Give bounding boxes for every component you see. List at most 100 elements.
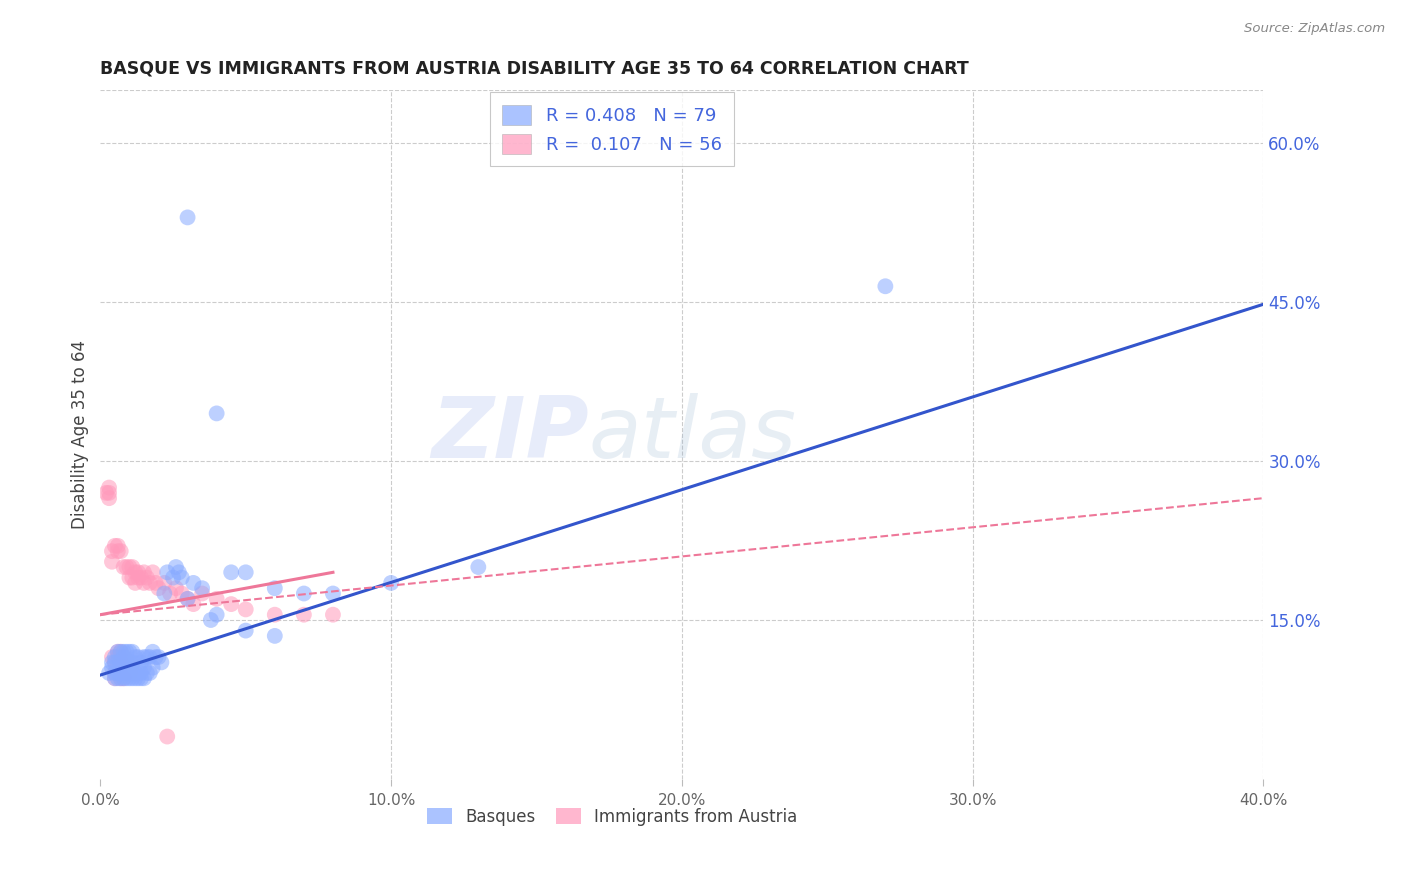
Point [101, 661, 124, 675]
Point [121, 571, 143, 585]
Point [118, 560, 141, 574]
Point [176, 591, 198, 606]
Point [112, 560, 135, 574]
Point [112, 665, 135, 680]
Point [104, 650, 127, 665]
Point [191, 581, 214, 595]
Point [135, 665, 157, 680]
Point [118, 571, 141, 585]
Point [145, 650, 167, 665]
Point [112, 671, 135, 685]
Point [115, 671, 138, 685]
Point [129, 671, 152, 685]
Point [129, 656, 152, 670]
Point [124, 575, 146, 590]
Point [135, 571, 157, 585]
Point [162, 571, 184, 585]
Point [132, 650, 155, 665]
Point [101, 555, 124, 569]
Point [148, 581, 170, 595]
Point [153, 575, 176, 590]
Point [139, 575, 162, 590]
Point [107, 645, 129, 659]
Point [176, 591, 198, 606]
Point [118, 645, 141, 659]
Point [115, 645, 138, 659]
Point [115, 665, 138, 680]
Point [98, 481, 121, 495]
Point [205, 591, 228, 606]
Point [110, 645, 132, 659]
Point [263, 629, 285, 643]
Point [110, 656, 132, 670]
Point [127, 571, 149, 585]
Point [322, 607, 344, 622]
Point [127, 650, 149, 665]
Point [124, 665, 146, 680]
Point [235, 624, 257, 638]
Point [142, 566, 165, 580]
Point [118, 656, 141, 670]
Point [129, 571, 152, 585]
Point [118, 671, 141, 685]
Point [183, 575, 205, 590]
Point [121, 665, 143, 680]
Point [145, 575, 167, 590]
Point [98, 486, 121, 500]
Point [124, 566, 146, 580]
Point [107, 671, 129, 685]
Point [200, 613, 222, 627]
Point [132, 575, 155, 590]
Point [292, 586, 315, 600]
Point [110, 656, 132, 670]
Point [104, 656, 127, 670]
Point [263, 607, 285, 622]
Point [115, 665, 138, 680]
Point [124, 650, 146, 665]
Point [167, 566, 190, 580]
Point [139, 665, 162, 680]
Point [96, 486, 118, 500]
Point [124, 671, 146, 685]
Point [205, 607, 228, 622]
Point [132, 671, 155, 685]
Point [467, 560, 489, 574]
Point [115, 661, 138, 675]
Point [121, 656, 143, 670]
Point [127, 671, 149, 685]
Point [127, 566, 149, 580]
Point [263, 581, 285, 595]
Point [104, 671, 127, 685]
Point [235, 566, 257, 580]
Point [110, 671, 132, 685]
Point [110, 661, 132, 675]
Point [112, 650, 135, 665]
Point [176, 211, 198, 225]
Point [112, 645, 135, 659]
Point [98, 491, 121, 505]
Point [98, 665, 121, 680]
Point [380, 575, 402, 590]
Point [132, 566, 155, 580]
Point [104, 665, 127, 680]
Point [127, 661, 149, 675]
Point [118, 661, 141, 675]
Point [115, 656, 138, 670]
Point [107, 645, 129, 659]
Point [156, 566, 179, 580]
Point [150, 656, 173, 670]
Point [107, 544, 129, 558]
Point [875, 279, 897, 293]
Point [165, 560, 187, 574]
Point [115, 656, 138, 670]
Point [101, 650, 124, 665]
Point [104, 671, 127, 685]
Point [101, 656, 124, 670]
Point [148, 650, 170, 665]
Point [191, 586, 214, 600]
Point [322, 586, 344, 600]
Point [219, 597, 242, 611]
Point [112, 650, 135, 665]
Point [107, 665, 129, 680]
Point [156, 730, 179, 744]
